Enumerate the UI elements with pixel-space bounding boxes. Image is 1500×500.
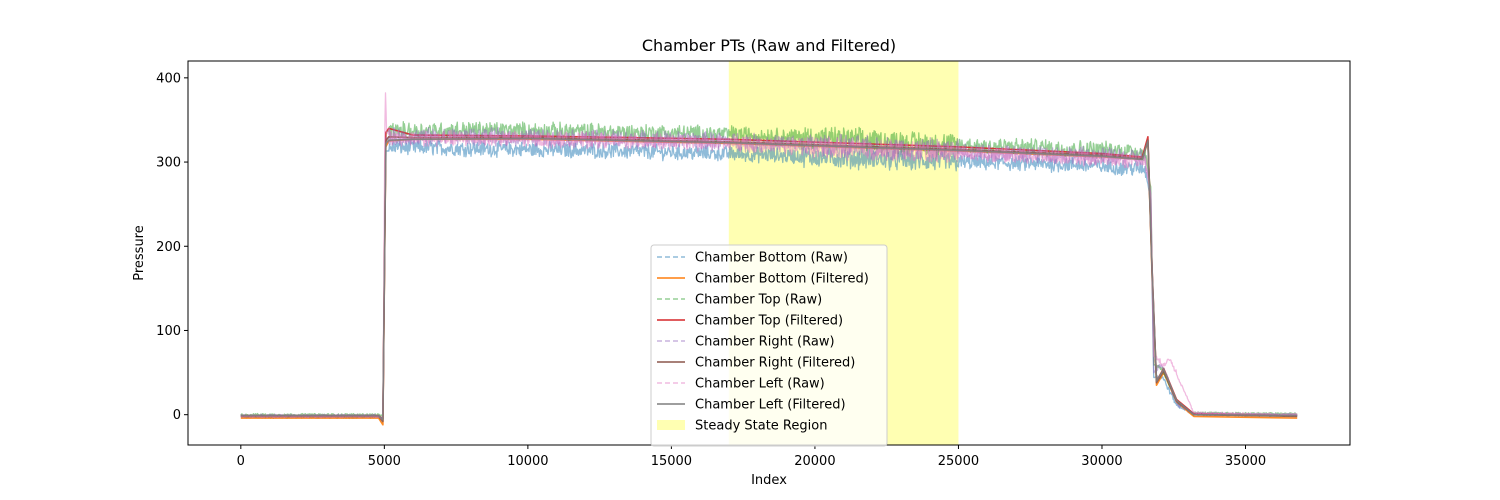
legend-label: Chamber Top (Raw) xyxy=(695,293,822,308)
legend-label: Chamber Left (Raw) xyxy=(695,377,825,392)
legend-label: Chamber Bottom (Raw) xyxy=(695,251,848,266)
x-tick-label: 10000 xyxy=(507,454,548,469)
x-tick-label: 15000 xyxy=(651,454,692,469)
x-axis-label: Index xyxy=(751,473,787,488)
x-tick-label: 0 xyxy=(237,454,245,469)
y-tick-label: 400 xyxy=(156,71,181,86)
axes: 0 5000 10000 15000 20000 25000 30000 35000 0 100 2… xyxy=(156,60,1351,469)
y-tick-label: 300 xyxy=(156,156,181,171)
x-tick-label: 35000 xyxy=(1225,454,1266,469)
y-tick-label: 200 xyxy=(156,240,181,255)
series-line-8 xyxy=(240,137,1298,421)
legend: Chamber Bottom (Raw) Chamber Bottom (Filt… xyxy=(650,244,888,447)
legend-frame xyxy=(650,244,888,447)
y-tick-label: 0 xyxy=(173,408,181,423)
y-tick-label: 100 xyxy=(156,324,181,339)
legend-label: Steady State Region xyxy=(695,419,827,434)
x-tick-label: 30000 xyxy=(1081,454,1122,469)
legend-label: Chamber Right (Filtered) xyxy=(695,356,855,371)
x-tick-label: 25000 xyxy=(938,454,979,469)
legend-label: Chamber Left (Filtered) xyxy=(695,398,846,413)
legend-label: Chamber Top (Filtered) xyxy=(695,314,843,329)
x-tick-label: 5000 xyxy=(368,454,401,469)
y-axis-label: Pressure xyxy=(132,225,147,281)
x-tick-label: 20000 xyxy=(794,454,835,469)
legend-label: Chamber Bottom (Filtered) xyxy=(695,272,869,287)
legend-swatch xyxy=(657,420,685,430)
chart-title: Chamber PTs (Raw and Filtered) xyxy=(642,36,896,55)
legend-label: Chamber Right (Raw) xyxy=(695,335,835,350)
series-line-1 xyxy=(240,138,1298,424)
